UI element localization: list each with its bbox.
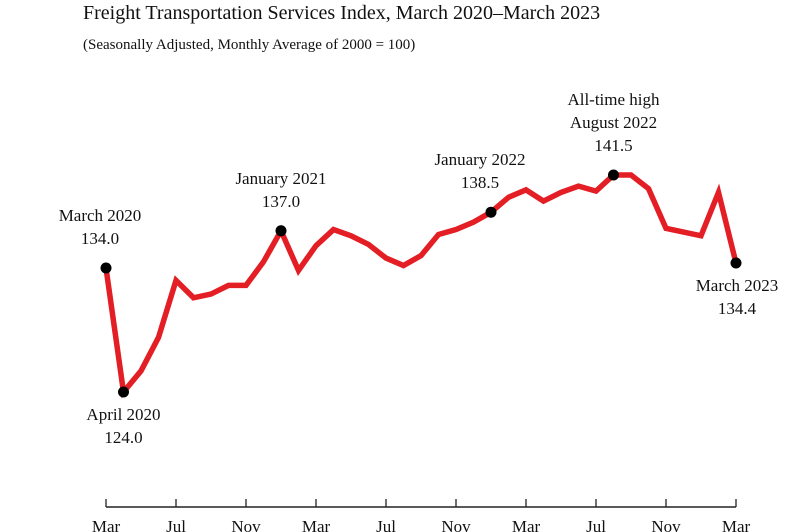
- series-line: [103, 172, 739, 399]
- annotation-label: January 2022: [434, 150, 525, 169]
- x-tick-label: Nov: [651, 517, 681, 532]
- annotation-label: March 2020: [59, 206, 142, 225]
- annotation-label: August 2022: [570, 113, 657, 132]
- x-tick-label: Mar: [512, 517, 541, 532]
- annotation-label: 137.0: [262, 192, 300, 211]
- annotation-label: All-time high: [567, 90, 660, 109]
- annotation-label: March 2023: [696, 276, 779, 295]
- annotation-marker: [100, 262, 112, 274]
- annotation-marker: [485, 206, 497, 218]
- x-tick-label: Mar: [722, 517, 751, 532]
- annotation-label: 138.5: [461, 173, 499, 192]
- annotation-label: January 2021: [235, 169, 326, 188]
- x-tick-label: Mar: [92, 517, 121, 532]
- annotation-marker: [730, 257, 742, 269]
- annotation-label: 134.0: [81, 229, 119, 248]
- x-tick-label: Jul: [586, 517, 606, 532]
- annotation-label: 141.5: [594, 136, 632, 155]
- annotation-label: 124.0: [104, 428, 142, 447]
- x-tick-label: Nov: [231, 517, 261, 532]
- annotation-label: April 2020: [86, 405, 160, 424]
- annotation-marker: [118, 386, 129, 398]
- chart-subtitle: (Seasonally Adjusted, Monthly Average of…: [83, 37, 416, 53]
- x-tick-label: Mar: [302, 517, 331, 532]
- chart-title: Freight Transportation Services Index, M…: [83, 2, 601, 24]
- x-tick-label: Jul: [166, 517, 186, 532]
- x-tick-label: Jul: [376, 517, 396, 532]
- x-tick-label: Nov: [441, 517, 471, 532]
- annotation-marker: [608, 169, 619, 181]
- annotation-label: 134.4: [718, 299, 757, 318]
- annotation-marker: [275, 225, 287, 237]
